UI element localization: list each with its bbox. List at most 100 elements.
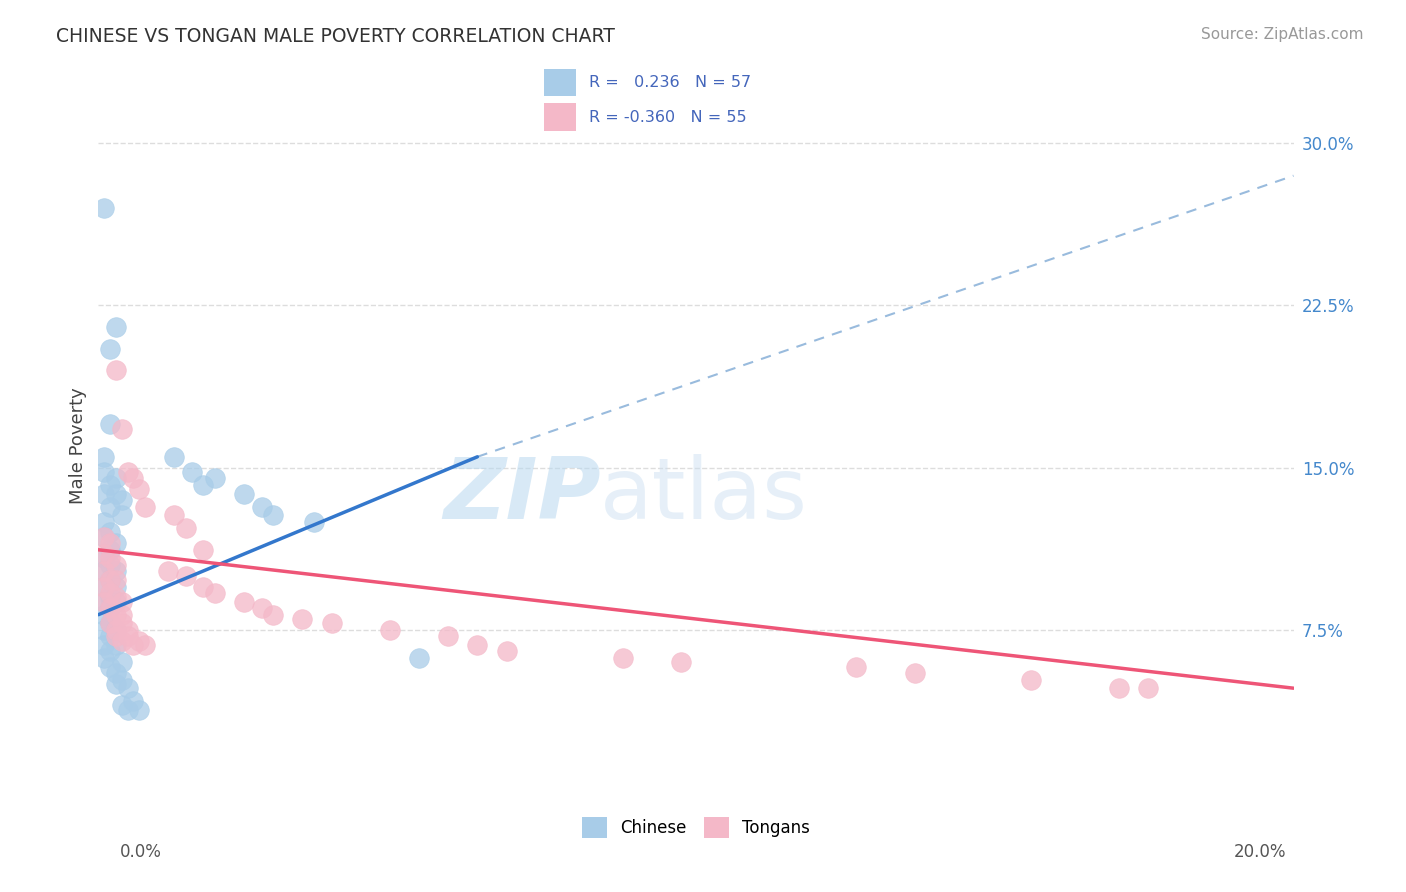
Point xyxy=(122,471,145,485)
Point xyxy=(262,508,284,523)
Point xyxy=(111,655,134,669)
Point xyxy=(98,551,121,566)
Point xyxy=(204,471,226,485)
Point xyxy=(128,482,150,496)
Point xyxy=(104,580,127,594)
Text: R = -0.360   N = 55: R = -0.360 N = 55 xyxy=(589,110,747,125)
Point xyxy=(495,644,517,658)
Point xyxy=(321,616,343,631)
Point xyxy=(163,450,186,464)
Point xyxy=(302,515,325,529)
Text: 20.0%: 20.0% xyxy=(1234,843,1286,861)
Point xyxy=(104,486,127,500)
Point xyxy=(111,493,134,508)
Point xyxy=(104,471,127,485)
Point xyxy=(903,666,925,681)
Point xyxy=(122,638,145,652)
Point xyxy=(163,508,186,523)
Point xyxy=(104,666,127,681)
Point xyxy=(193,542,215,557)
Point xyxy=(250,601,273,615)
Point xyxy=(378,623,401,637)
Point xyxy=(104,638,127,652)
Point xyxy=(1108,681,1130,696)
Point xyxy=(98,644,121,658)
Point xyxy=(104,558,127,572)
Point xyxy=(104,363,127,377)
Point xyxy=(291,612,314,626)
Point xyxy=(98,616,121,631)
Point xyxy=(128,633,150,648)
Point xyxy=(612,651,634,665)
Point xyxy=(104,623,127,637)
Point xyxy=(233,486,256,500)
Point xyxy=(262,607,284,622)
Point xyxy=(111,607,134,622)
Point xyxy=(134,500,156,514)
Text: 0.0%: 0.0% xyxy=(120,843,162,861)
Point xyxy=(93,580,115,594)
Point xyxy=(104,536,127,550)
Text: R =   0.236   N = 57: R = 0.236 N = 57 xyxy=(589,75,751,90)
Text: Source: ZipAtlas.com: Source: ZipAtlas.com xyxy=(1201,27,1364,42)
Point xyxy=(93,551,115,566)
Point xyxy=(93,595,115,609)
Point xyxy=(98,591,121,605)
Point xyxy=(93,580,115,594)
Point xyxy=(1136,681,1159,696)
Legend: Chinese, Tongans: Chinese, Tongans xyxy=(575,811,817,845)
Point xyxy=(93,530,115,544)
Point xyxy=(845,659,868,673)
Point xyxy=(98,542,121,557)
Point xyxy=(437,629,460,643)
Point xyxy=(93,201,115,215)
Point xyxy=(98,417,121,432)
Point xyxy=(104,677,127,691)
Point xyxy=(193,478,215,492)
Point xyxy=(408,651,430,665)
Point xyxy=(93,607,115,622)
Point xyxy=(204,586,226,600)
Point xyxy=(93,547,115,561)
Point xyxy=(104,595,127,609)
Point xyxy=(1019,673,1042,687)
Point xyxy=(98,558,121,572)
Point xyxy=(111,595,134,609)
Point xyxy=(98,601,121,615)
Point xyxy=(98,629,121,643)
Point xyxy=(104,320,127,334)
Point xyxy=(104,573,127,587)
FancyBboxPatch shape xyxy=(544,69,576,95)
Point xyxy=(93,530,115,544)
Point xyxy=(111,633,134,648)
Point xyxy=(98,659,121,673)
Point xyxy=(98,573,121,587)
Point xyxy=(157,565,180,579)
Point xyxy=(128,703,150,717)
Point xyxy=(104,591,127,605)
Text: ZIP: ZIP xyxy=(443,454,600,538)
Point xyxy=(104,565,127,579)
Y-axis label: Male Poverty: Male Poverty xyxy=(69,388,87,504)
Point xyxy=(193,580,215,594)
Point xyxy=(98,342,121,356)
Point xyxy=(93,651,115,665)
Point xyxy=(111,673,134,687)
Point xyxy=(117,623,139,637)
Point xyxy=(122,694,145,708)
Point xyxy=(174,568,197,582)
Point xyxy=(104,607,127,622)
Point xyxy=(93,465,115,479)
Point xyxy=(93,565,115,579)
Point xyxy=(93,638,115,652)
Text: CHINESE VS TONGAN MALE POVERTY CORRELATION CHART: CHINESE VS TONGAN MALE POVERTY CORRELATI… xyxy=(56,27,614,45)
Point xyxy=(93,623,115,637)
Point xyxy=(250,500,273,514)
Point xyxy=(93,450,115,464)
Point xyxy=(134,638,156,652)
Point xyxy=(111,508,134,523)
Point xyxy=(93,486,115,500)
Point xyxy=(98,586,121,600)
Point xyxy=(93,515,115,529)
Point xyxy=(98,536,121,550)
